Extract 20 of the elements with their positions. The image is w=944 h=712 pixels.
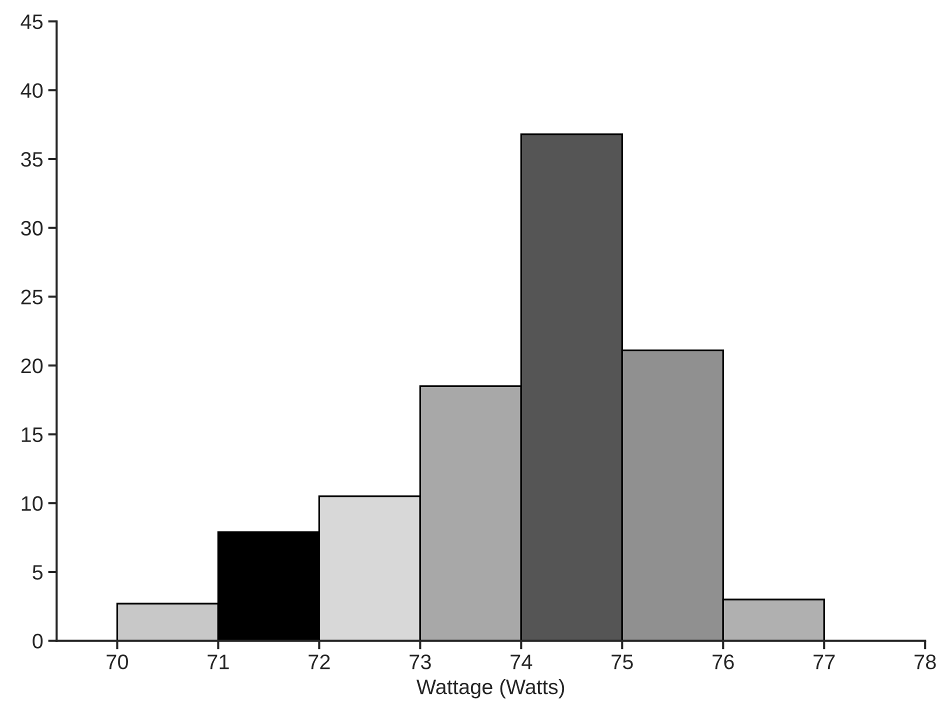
- x-tick-label: 70: [106, 654, 128, 670]
- y-tick-label: 35: [21, 152, 43, 167]
- y-tick-label: 40: [20, 83, 43, 98]
- x-tick-label: 71: [208, 654, 229, 670]
- x-tick-label: 76: [712, 654, 734, 670]
- y-tick-label: 45: [20, 14, 43, 30]
- x-axis-title: Wattage (Watts): [416, 678, 564, 698]
- x-tick-label: 78: [914, 654, 936, 670]
- y-tick-label: 5: [32, 565, 43, 580]
- x-tick-label: 77: [814, 654, 835, 670]
- x-tick-label: 72: [308, 654, 330, 670]
- y-tick-label: 20: [21, 358, 43, 374]
- x-tick-label: 73: [410, 654, 431, 670]
- x-tick-label: 75: [612, 654, 633, 670]
- y-tick-label: 25: [21, 290, 43, 304]
- y-tick-label: 15: [22, 428, 43, 442]
- x-tick-label: 74: [510, 654, 532, 670]
- y-tick-label: 30: [21, 220, 43, 236]
- y-tick-label: 0: [32, 634, 43, 649]
- y-tick-label: 10: [22, 496, 43, 511]
